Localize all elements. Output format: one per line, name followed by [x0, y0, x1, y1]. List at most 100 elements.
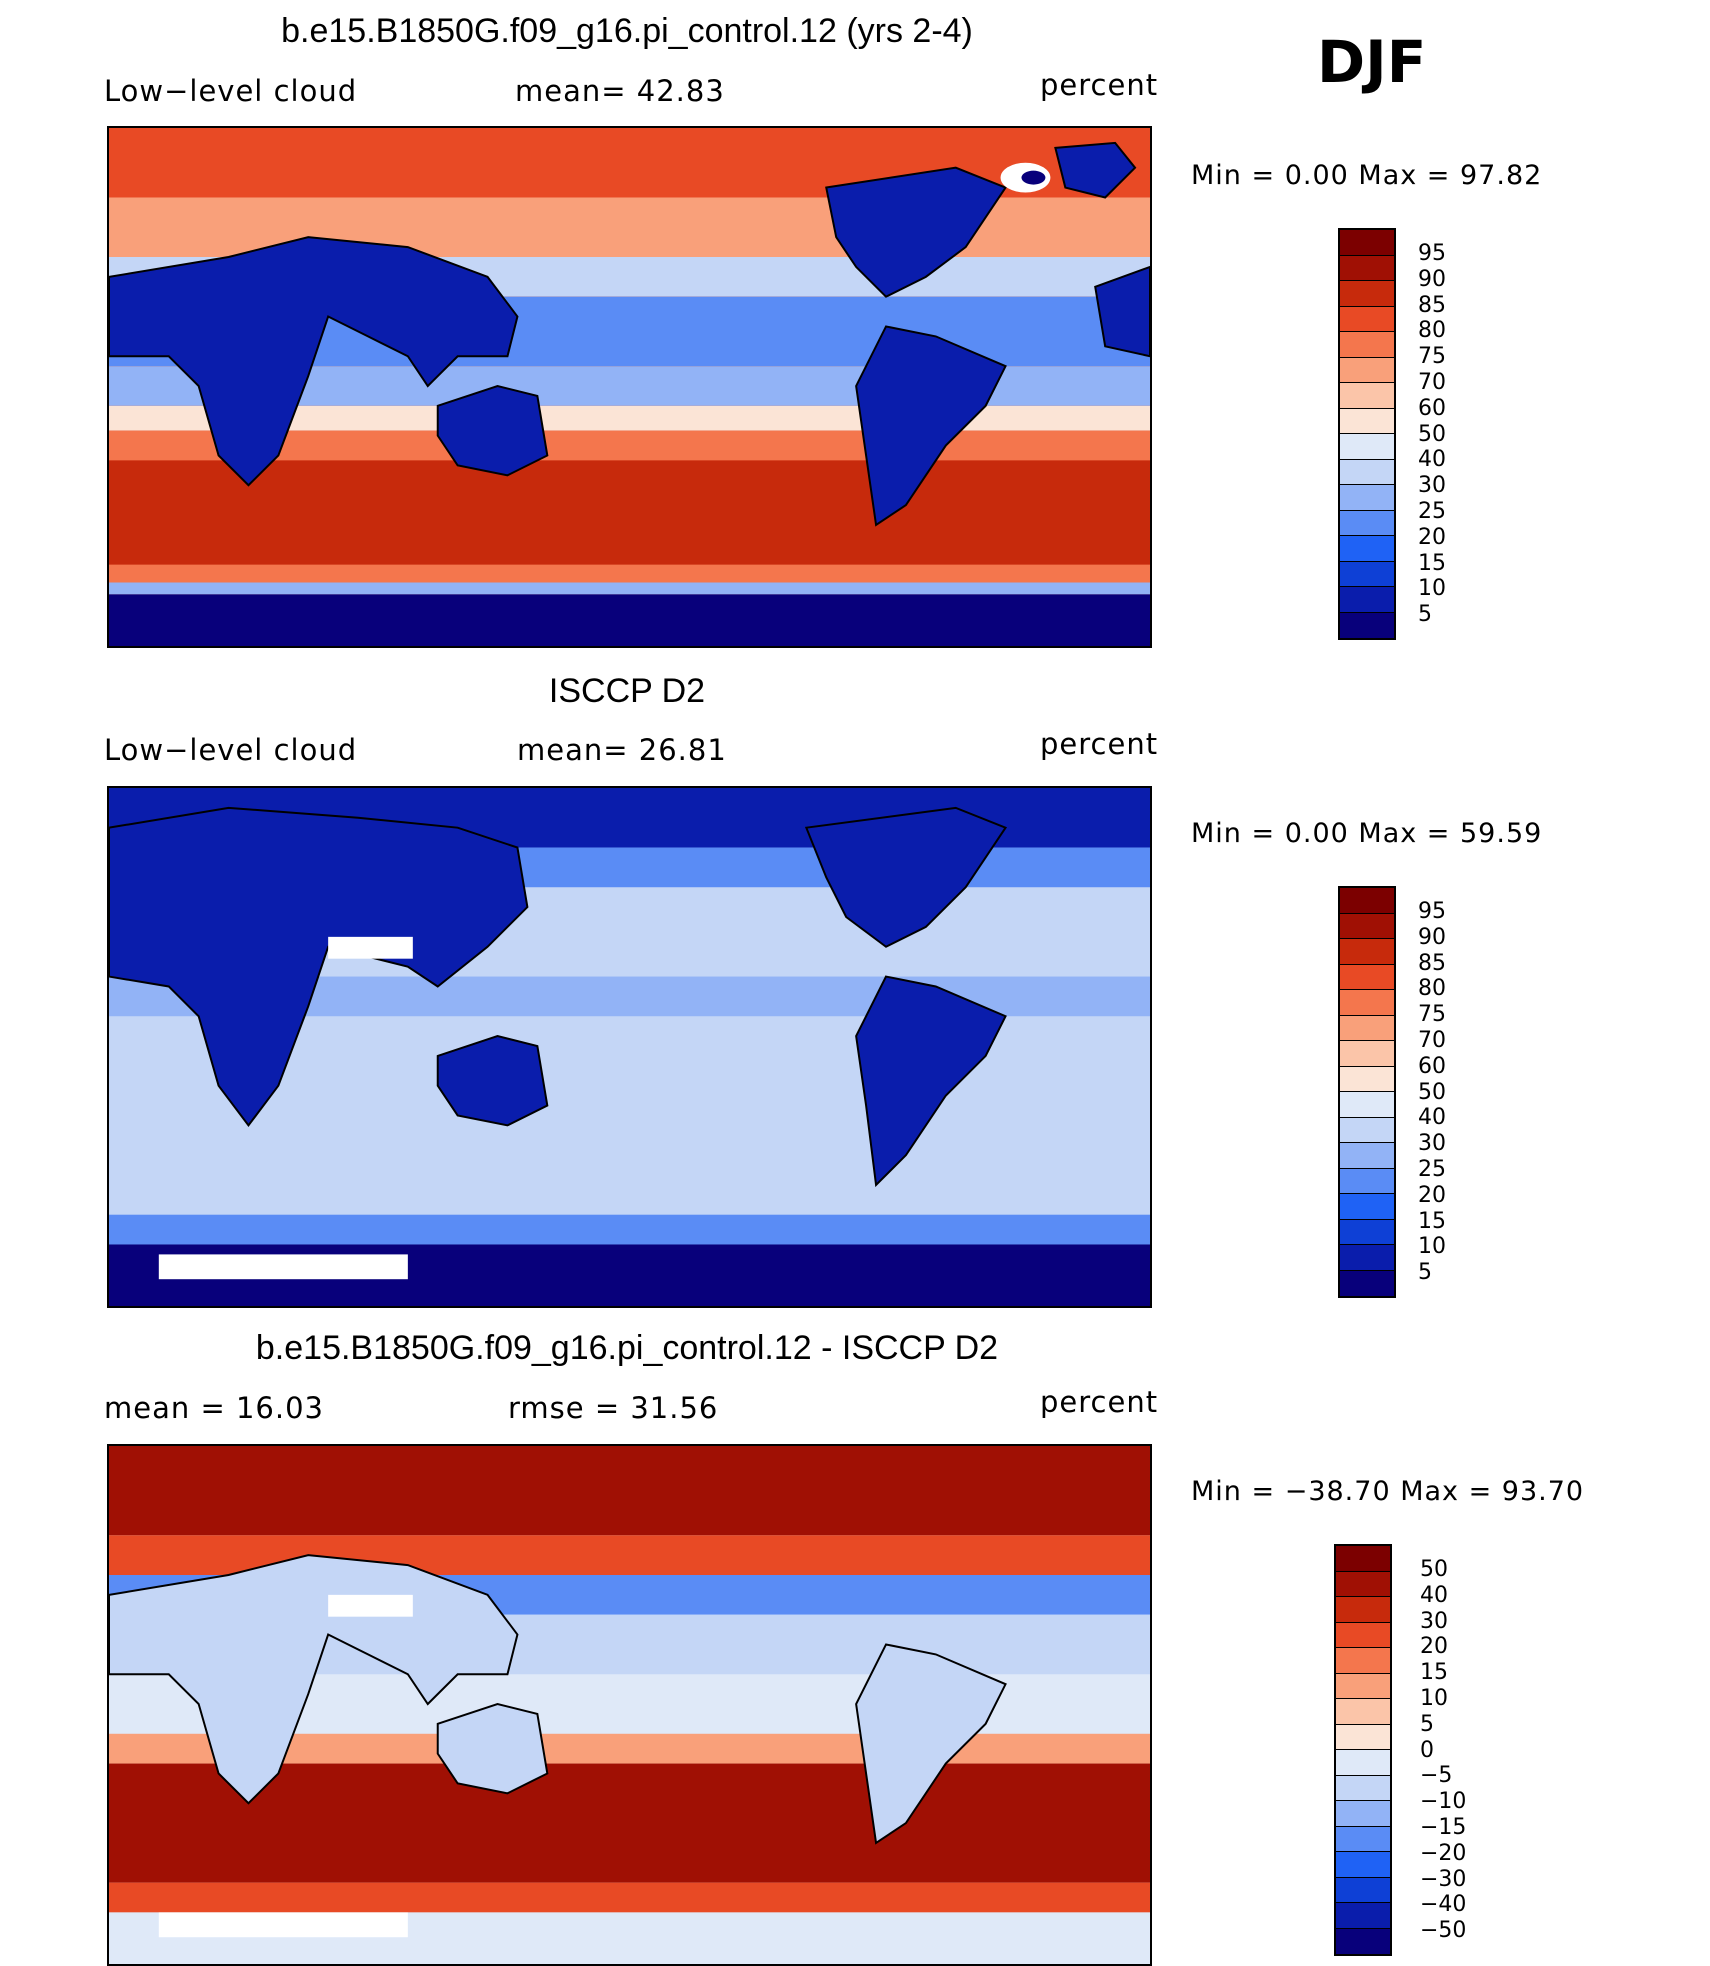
colorbar-tick-label: 20 — [1418, 1182, 1446, 1208]
colorbar-swatch — [1340, 281, 1394, 307]
panel-2-colorbar — [1338, 886, 1396, 1298]
panel-3-units-label: percent — [1040, 1385, 1159, 1419]
colorbar-tick-label: 95 — [1418, 899, 1446, 924]
colorbar-tick-label: 80 — [1418, 318, 1446, 344]
colorbar-swatch — [1336, 1903, 1390, 1929]
panel-1-colorbar-ticks: 95 90 85 80 75 70 60 50 40 30 25 20 15 10 5 — [1418, 241, 1446, 628]
colorbar-swatch — [1340, 1219, 1394, 1245]
colorbar-tick-label: 30 — [1418, 473, 1446, 499]
colorbar-tick-label: 5 — [1418, 602, 1432, 628]
colorbar-tick-label: 30 — [1418, 1131, 1446, 1157]
colorbar-swatch — [1340, 1245, 1394, 1271]
colorbar-swatch — [1340, 612, 1394, 638]
south-america — [855, 325, 1007, 527]
colorbar-swatch — [1336, 1546, 1390, 1572]
tibet-missing-data — [328, 1594, 413, 1617]
panel-2-minmax: Min = 0.00 Max = 59.59 — [1191, 818, 1543, 849]
colorbar-tick-label: 70 — [1418, 369, 1446, 395]
colorbar-swatch — [1340, 357, 1394, 383]
colorbar-swatch — [1340, 888, 1394, 914]
colorbar-tick-label: −5 — [1420, 1763, 1453, 1789]
colorbar-tick-label: −50 — [1420, 1918, 1467, 1944]
colorbar-swatch — [1336, 1826, 1390, 1852]
colorbar-swatch — [1340, 230, 1394, 256]
panel-1-units-label: percent — [1040, 68, 1159, 102]
colorbar-tick-label: 20 — [1420, 1634, 1448, 1660]
colorbar-tick-label: 10 — [1420, 1685, 1448, 1711]
colorbar-swatch — [1340, 964, 1394, 990]
panel-1-variable-label: Low−level cloud — [104, 74, 358, 108]
antarctic-missing-data — [158, 1912, 408, 1938]
colorbar-tick-label: −15 — [1420, 1814, 1467, 1840]
colorbar-swatch — [1336, 1622, 1390, 1648]
panel-1-map — [107, 126, 1152, 648]
panel-2-units-label: percent — [1040, 727, 1159, 761]
colorbar-tick-label: 5 — [1420, 1711, 1434, 1737]
colorbar-swatch — [1340, 485, 1394, 511]
colorbar-tick-label: −40 — [1420, 1892, 1467, 1918]
colorbar-swatch — [1336, 1724, 1390, 1750]
colorbar-tick-label: 40 — [1418, 447, 1446, 473]
colorbar-swatch — [1336, 1648, 1390, 1674]
colorbar-swatch — [1340, 383, 1394, 409]
panel-2-map-canvas — [109, 788, 1150, 1306]
eurasia-africa — [109, 1554, 519, 1805]
colorbar-swatch — [1340, 255, 1394, 281]
colorbar-swatch — [1340, 408, 1394, 434]
colorbar-swatch — [1336, 1801, 1390, 1827]
colorbar-tick-label: 75 — [1418, 1002, 1446, 1028]
south-america — [855, 975, 1007, 1188]
colorbar-tick-label: 0 — [1420, 1737, 1434, 1763]
colorbar-tick-label: −10 — [1420, 1789, 1467, 1815]
colorbar-tick-label: 60 — [1418, 395, 1446, 421]
panel-2-mean-label: mean= 26.81 — [517, 733, 727, 767]
greenland-low-spot — [1021, 170, 1046, 185]
season-label: DJF — [1317, 28, 1427, 96]
colorbar-tick-label: −30 — [1420, 1866, 1467, 1892]
colorbar-swatch — [1336, 1877, 1390, 1903]
colorbar-swatch — [1336, 1750, 1390, 1776]
continents — [109, 1554, 1007, 1845]
colorbar-tick-label: 10 — [1418, 1234, 1446, 1260]
tibet-missing-data — [328, 936, 413, 959]
colorbar-swatch — [1340, 332, 1394, 358]
colorbar-swatch — [1336, 1597, 1390, 1623]
australia — [436, 1702, 549, 1795]
colorbar-tick-label: 50 — [1420, 1557, 1448, 1582]
colorbar-tick-label: 25 — [1418, 1156, 1446, 1182]
colorbar-swatch — [1336, 1852, 1390, 1878]
colorbar-tick-label: 40 — [1418, 1105, 1446, 1131]
greenland — [1054, 141, 1137, 199]
panel-1-minmax: Min = 0.00 Max = 97.82 — [1191, 160, 1543, 191]
colorbar-swatch — [1340, 587, 1394, 613]
colorbar-swatch — [1336, 1775, 1390, 1801]
colorbar-swatch — [1340, 939, 1394, 965]
panel-3-rmse-label: rmse = 31.56 — [508, 1391, 719, 1425]
colorbar-swatch — [1340, 1041, 1394, 1067]
southern-ocean-band — [109, 1763, 1150, 1883]
colorbar-tick-label: 50 — [1418, 421, 1446, 447]
colorbar-tick-label: −20 — [1420, 1840, 1467, 1866]
continents — [109, 141, 1150, 527]
colorbar-swatch — [1340, 990, 1394, 1016]
colorbar-tick-label: 60 — [1418, 1053, 1446, 1079]
colorbar-swatch — [1340, 1015, 1394, 1041]
colorbar-tick-label: 90 — [1418, 266, 1446, 292]
colorbar-tick-label: 70 — [1418, 1027, 1446, 1053]
panel-3-map — [107, 1444, 1152, 1966]
eurasia-africa — [109, 236, 519, 487]
panel-3-title: b.e15.B1850G.f09_g16.pi_control.12 - ISC… — [255, 1329, 999, 1367]
colorbar-swatch — [1340, 459, 1394, 485]
panel-1-map-canvas — [109, 128, 1150, 646]
south-band — [109, 1882, 1150, 1913]
colorbar-swatch — [1340, 1117, 1394, 1143]
panel-2-title: ISCCP D2 — [548, 672, 706, 710]
africa-west-edge — [1094, 265, 1150, 358]
panel-3-map-canvas — [109, 1446, 1150, 1964]
colorbar-tick-label: 95 — [1418, 241, 1446, 266]
panel-2-variable-label: Low−level cloud — [104, 733, 358, 767]
colorbar-swatch — [1336, 1571, 1390, 1597]
panel-3-minmax: Min = −38.70 Max = 93.70 — [1191, 1476, 1585, 1507]
colorbar-tick-label: 50 — [1418, 1079, 1446, 1105]
australia — [436, 1035, 549, 1127]
